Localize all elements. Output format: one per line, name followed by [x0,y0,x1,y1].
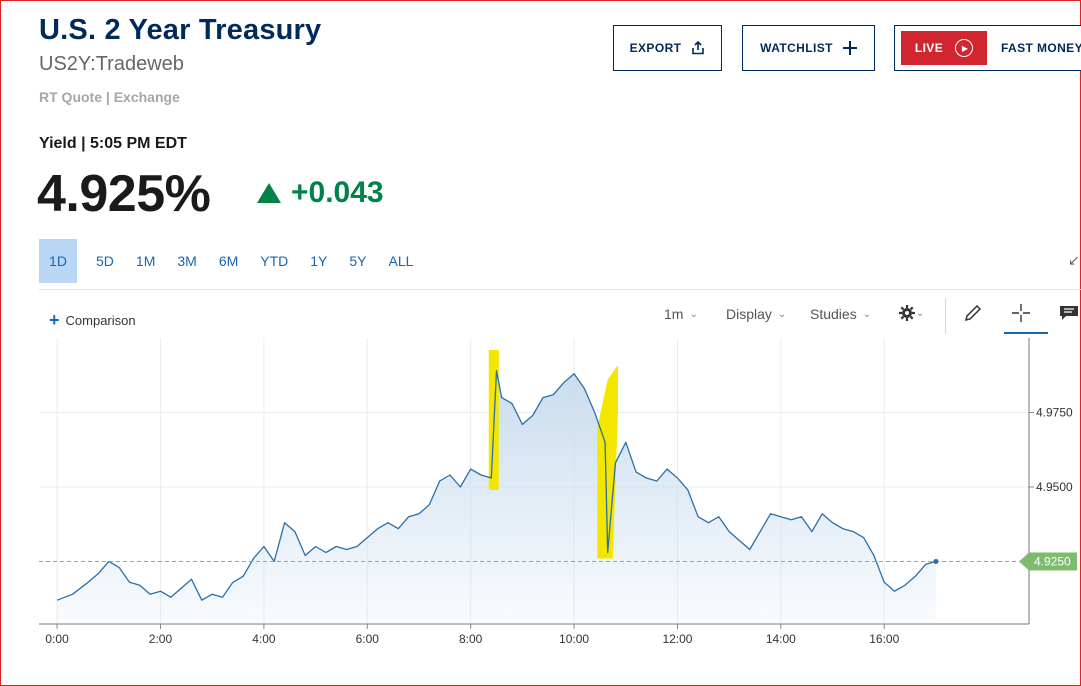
change-value: +0.043 [291,176,384,209]
plus-icon [842,41,857,55]
x-tick-label: 0:00 [45,632,69,646]
series-line [56,370,937,601]
interval-dropdown[interactable]: 1m ⌄ [664,306,698,322]
range-tabs: 1D 5D 1M 3M 6M YTD 1Y 5Y ALL [39,239,426,283]
watchlist-button[interactable]: WATCHLIST [742,25,875,71]
share-icon [692,41,705,55]
x-tick-label: 10:00 [559,632,589,646]
x-tick-label: 6:00 [356,632,380,646]
last-point [933,558,939,564]
comparison-button[interactable]: + Comparison [49,310,136,331]
yield-timestamp: Yield | 5:05 PM EDT [39,135,187,152]
interval-label: 1m [664,306,684,322]
y-tick-label: 4.9500 [1036,480,1073,494]
tab-3m[interactable]: 3M [177,253,197,269]
live-label: LIVE [914,41,944,55]
display-label: Display [726,306,772,322]
y-tick-label: 4.9750 [1036,405,1073,419]
divider [39,289,1081,290]
series-area [57,370,936,624]
tab-all[interactable]: ALL [388,253,414,269]
gear-icon [898,305,915,321]
x-tick-label: 12:00 [662,632,692,646]
tab-5y[interactable]: 5Y [349,253,367,269]
display-dropdown[interactable]: Display ⌄ [726,306,786,322]
tab-1m[interactable]: 1M [135,253,156,269]
last-value-label: 4.9250 [1034,554,1071,568]
tab-1d[interactable]: 1D [39,239,77,283]
yield-change: +0.043 [257,176,384,210]
toolbar-divider [945,298,946,334]
watchlist-label: WATCHLIST [760,41,833,55]
live-button[interactable]: LIVE ▶ FAST MONEY [894,25,1081,71]
highlight-mark [488,349,499,490]
comment-button[interactable] [1054,300,1081,326]
last-value-badge [1019,552,1077,571]
x-tick-label: 8:00 [459,632,483,646]
up-arrow-icon [257,183,281,203]
tab-ytd[interactable]: YTD [260,253,289,269]
studies-dropdown[interactable]: Studies ⌄ [810,306,871,322]
x-tick-label: 14:00 [766,632,796,646]
comparison-label: Comparison [65,313,136,328]
x-tick-label: 16:00 [869,632,899,646]
tab-5d[interactable]: 5D [96,253,114,269]
crosshair-button[interactable] [1006,300,1036,326]
plus-icon: + [49,310,60,330]
comment-icon [1060,306,1078,320]
studies-label: Studies [810,306,857,322]
chevron-down-icon: ⌄ [689,308,698,320]
export-button[interactable]: EXPORT [613,25,722,71]
x-tick-label: 4:00 [252,632,276,646]
draw-button[interactable] [958,300,988,326]
tab-1y[interactable]: 1Y [310,253,328,269]
fast-money-label: FAST MONEY [1000,41,1081,55]
chevron-down-icon: ⌄ [915,307,925,319]
tab-6m[interactable]: 6M [218,253,239,269]
chevron-down-icon: ⌄ [777,308,787,320]
live-tag[interactable]: LIVE ▶ [901,31,987,65]
export-label: EXPORT [629,41,682,55]
active-tool-indicator [1004,332,1048,334]
highlight-mark [597,364,619,559]
symbol-label: US2Y:Tradeweb [39,53,184,75]
current-yield: 4.925% [37,165,211,223]
pencil-icon [964,304,982,322]
expand-icon[interactable]: ↙ [1068,252,1080,268]
settings-button[interactable]: ⌄ [896,300,926,326]
play-icon: ▶ [955,39,974,57]
page-title: U.S. 2 Year Treasury [39,14,322,46]
x-tick-label: 2:00 [149,632,173,646]
quote-source: RT Quote | Exchange [39,89,180,105]
crosshair-icon [1012,304,1030,322]
chevron-down-icon: ⌄ [862,308,872,320]
